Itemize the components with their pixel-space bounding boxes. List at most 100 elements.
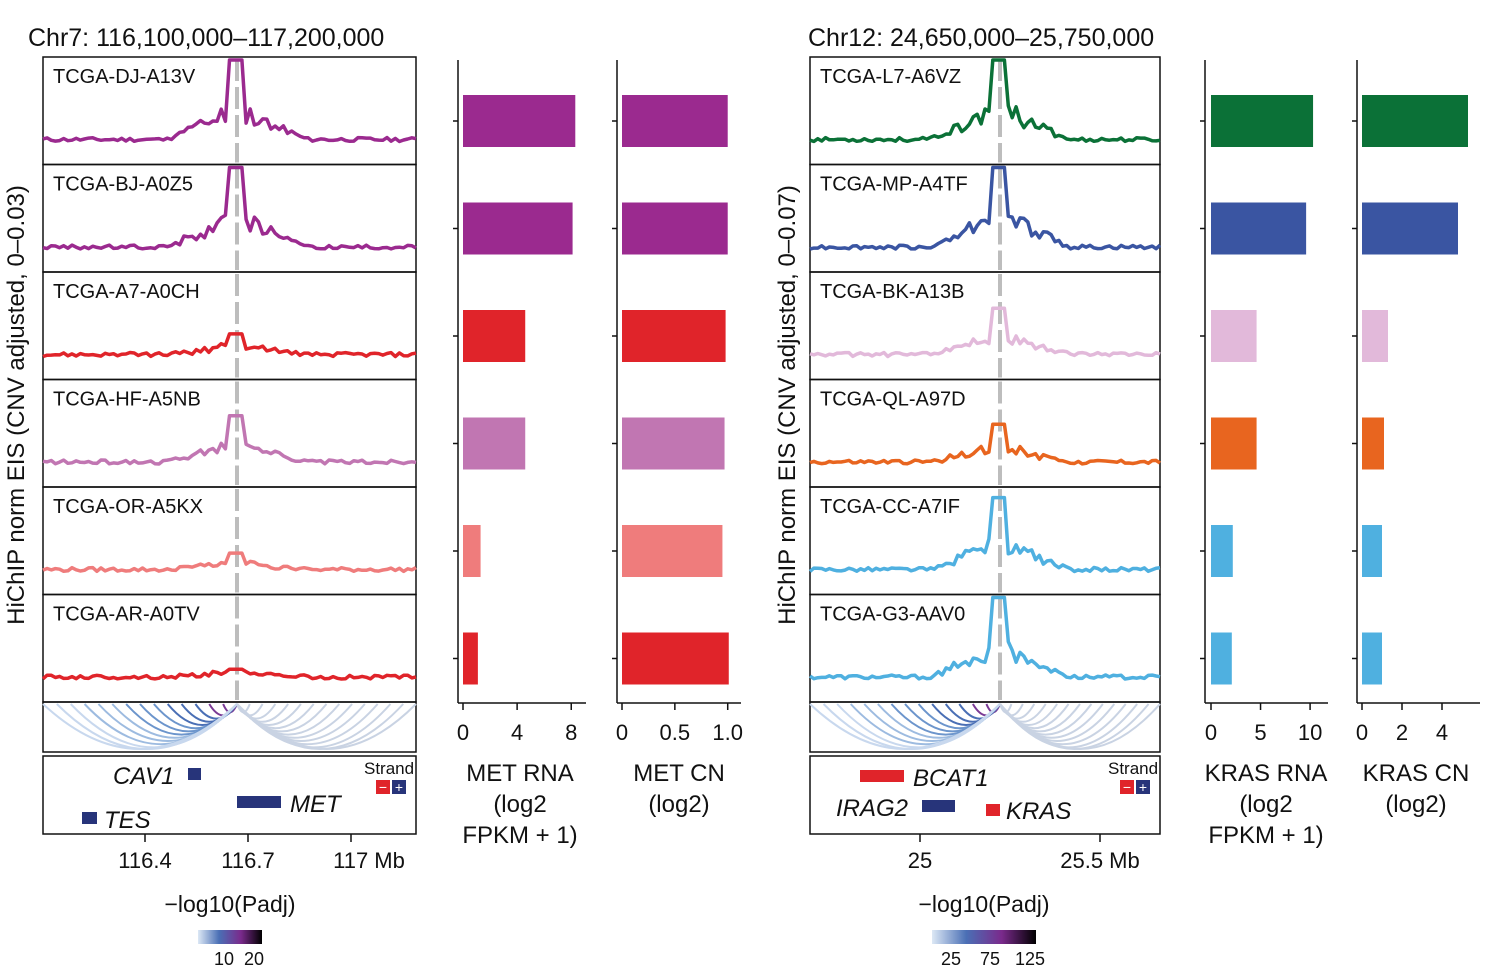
bar	[622, 95, 728, 147]
left-track-panel: TCGA-DJ-A13V TCGA-BJ-A0Z5 TCGA-A7-A0CH TCGA…	[41, 56, 417, 703]
bar-x-tick-label: 0	[1356, 720, 1368, 745]
gene-label: KRAS	[1006, 798, 1071, 825]
colorbar-tick-label: 10	[214, 949, 234, 968]
gene-label: MET	[290, 791, 343, 818]
bar-axis-label: MET RNA	[466, 760, 574, 787]
bar	[1211, 632, 1232, 685]
sample-label: TCGA-QL-A97D	[820, 389, 966, 411]
right-arc-panel	[809, 701, 1161, 753]
left-gene-panel: CAV1 TES MET Strand− +116.4 116.7 117 Mb	[42, 755, 417, 873]
colorbar-title: −log10(Padj)	[164, 891, 295, 917]
loop-arc	[42, 703, 238, 750]
bar	[463, 525, 481, 577]
kras-cn-bar-panel: 0 2 4 KRAS CN (log2)	[1352, 60, 1480, 818]
strand-plus-text: +	[1139, 779, 1147, 795]
right-track-panel: TCGA-L7-A6VZ TCGA-MP-A4TF TCGA-BK-A13B TCGA…	[808, 56, 1162, 703]
sample-label: TCGA-AR-A0TV	[53, 604, 200, 626]
gene-body	[922, 800, 955, 812]
bar	[463, 417, 526, 470]
strand-minus-box	[376, 780, 390, 794]
bar	[622, 632, 729, 685]
bar	[1211, 202, 1307, 255]
bar	[463, 310, 526, 362]
bar-axis-label: FPKM + 1)	[462, 822, 577, 849]
gene-body	[82, 812, 97, 824]
right-title: Chr12: 24,650,000–25,750,000	[808, 24, 1154, 52]
coverage-line	[42, 58, 417, 144]
bar-x-tick-label: 0	[616, 720, 628, 745]
bar-x-tick-label: 10	[1298, 720, 1322, 745]
sample-label: TCGA-L7-A6VZ	[820, 66, 961, 88]
coverage-line	[809, 58, 1161, 144]
bar	[622, 202, 728, 255]
left-ylabel: HiChIP norm EIS (CNV adjusted, 0–0.03)	[3, 185, 30, 625]
sample-label: TCGA-CC-A7IF	[820, 496, 960, 518]
sample-label: TCGA-BK-A13B	[820, 281, 964, 303]
gene-label: IRAG2	[836, 795, 908, 822]
arc-frame	[42, 701, 417, 753]
met-rna-bar-panel: 0 4 8 MET RNA (log2 FPKM + 1)	[453, 60, 586, 849]
bar	[1211, 417, 1257, 470]
gene-body	[237, 796, 281, 808]
bar	[1211, 525, 1233, 577]
bar-x-tick-label: 5	[1254, 720, 1266, 745]
left-arc-panel	[42, 701, 417, 753]
coverage-line	[41, 667, 417, 681]
bar-axis-label: (log2)	[1385, 791, 1446, 818]
coverage-line	[42, 413, 417, 466]
bar-x-tick-label: 0	[1205, 720, 1217, 745]
bar-axis-label: KRAS CN	[1363, 760, 1470, 787]
right-ylabel: HiChIP norm EIS (CNV adjusted, 0–0.07)	[774, 185, 801, 625]
gene-body	[986, 804, 1000, 816]
bar-x-tick-label: 0.5	[660, 720, 691, 745]
sample-label: TCGA-DJ-A13V	[53, 66, 196, 88]
coverage-line	[42, 165, 417, 251]
sample-label: TCGA-HF-A5NB	[53, 389, 201, 411]
strand-minus-box	[1120, 780, 1134, 794]
sample-label: TCGA-G3-AAV0	[820, 604, 965, 626]
left-title: Chr7: 116,100,000–117,200,000	[28, 24, 384, 52]
gene-label: CAV1	[113, 763, 174, 790]
strand-plus-box	[1136, 780, 1150, 794]
bar	[463, 95, 576, 147]
gene-body	[188, 768, 201, 780]
bar-axis-label: (log2	[1239, 791, 1292, 818]
bar-axis-label: MET CN	[633, 760, 725, 787]
gene-frame	[42, 755, 417, 835]
coverage-line	[809, 306, 1161, 359]
bar-axis-label: FPKM + 1)	[1208, 822, 1323, 849]
bar-axis-label: (log2)	[648, 791, 709, 818]
sample-label: TCGA-BJ-A0Z5	[53, 174, 193, 196]
sample-label: TCGA-OR-A5KX	[53, 496, 203, 518]
bar-x-tick-label: 1.0	[712, 720, 743, 745]
strand-label: Strand	[1108, 759, 1158, 778]
x-tick-label: 116.7	[221, 848, 274, 873]
bar	[1362, 417, 1384, 470]
arc-frame	[809, 701, 1161, 753]
x-tick-label: 25	[908, 848, 932, 873]
colorbar-gradient	[932, 930, 1036, 944]
colorbar-title: −log10(Padj)	[918, 891, 1049, 917]
colorbar-tick-label: 25	[941, 949, 961, 968]
x-tick-label: 25.5 Mb	[1060, 848, 1140, 873]
bar	[463, 632, 478, 685]
coverage-line	[809, 422, 1161, 466]
strand-label: Strand	[364, 759, 414, 778]
bar-x-tick-label: 4	[1436, 720, 1448, 745]
strand-minus-text: −	[1123, 779, 1131, 795]
colorbar-tick-label: 75	[980, 949, 1000, 968]
coverage-line	[42, 332, 417, 359]
strand-plus-box	[392, 780, 406, 794]
kras-rna-bar-panel: 0 5 10 KRAS RNA (log2 FPKM + 1)	[1200, 60, 1328, 849]
gene-frame	[809, 755, 1161, 835]
sample-label: TCGA-A7-A0CH	[53, 281, 200, 303]
sample-label: TCGA-MP-A4TF	[820, 174, 968, 196]
strand-minus-text: −	[379, 779, 387, 795]
coverage-line	[809, 595, 1161, 681]
bar	[1362, 310, 1388, 362]
bar	[463, 202, 573, 255]
bar	[1362, 525, 1382, 577]
bar	[622, 417, 725, 470]
